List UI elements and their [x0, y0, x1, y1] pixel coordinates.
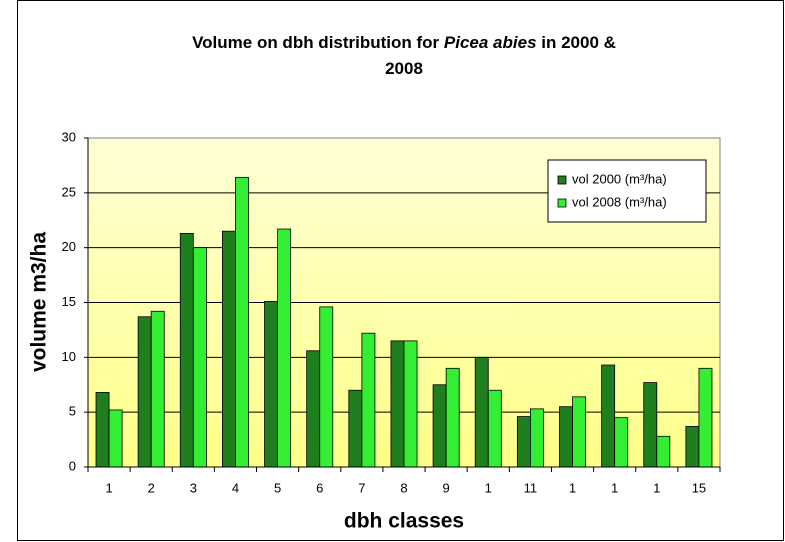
x-tick-label: 3 [190, 480, 197, 495]
x-tick-label: 7 [358, 480, 365, 495]
title-run: Volume on dbh distribution for [192, 33, 444, 52]
bar [277, 228, 292, 468]
bar [403, 340, 418, 468]
bar [432, 384, 447, 468]
x-tick-label: 15 [692, 480, 706, 495]
title-run: in 2000 & [537, 33, 616, 52]
bar [656, 435, 671, 468]
bar [150, 310, 165, 468]
bar [264, 301, 278, 468]
x-tick-label: 5 [274, 480, 281, 495]
x-axis-label: dbh classes [344, 510, 464, 533]
bar [222, 230, 236, 468]
y-tick-label: 10 [62, 349, 76, 364]
bar [235, 177, 249, 468]
bar [601, 364, 616, 468]
bar [572, 396, 586, 468]
legend-swatch [557, 175, 567, 185]
bar [390, 340, 405, 468]
title-run: 2008 [385, 59, 423, 78]
legend-swatch [557, 198, 567, 208]
x-tick-label: 1 [569, 480, 576, 495]
x-tick-label: 8 [400, 480, 407, 495]
bar [474, 356, 489, 468]
y-tick-label: 15 [62, 294, 76, 309]
x-tick-label: 1 [653, 480, 660, 495]
x-tick-label: 9 [443, 480, 450, 495]
bar [108, 409, 123, 468]
y-axis-label: volume m3/ha [28, 232, 51, 372]
bar [361, 332, 376, 468]
title-run: Picea abies [444, 33, 537, 52]
bar [137, 316, 152, 468]
x-tick-label: 1 [485, 480, 492, 495]
bar [179, 233, 194, 468]
legend-label: vol 2000 (m³/ha) [572, 171, 667, 186]
x-tick-label: 1 [105, 480, 112, 495]
bar [319, 306, 334, 468]
bar [445, 367, 460, 468]
legend [547, 159, 707, 223]
bar [516, 416, 531, 468]
bar [643, 382, 658, 468]
bar [530, 408, 544, 468]
bar [95, 392, 110, 468]
bar [614, 417, 629, 468]
bar [487, 389, 502, 468]
bar [192, 247, 207, 468]
x-tick-label: 4 [232, 480, 239, 495]
chart-title: Volume on dbh distribution for Picea abi… [192, 33, 616, 52]
bar [685, 426, 700, 468]
y-tick-label: 0 [69, 458, 76, 473]
x-tick-label: 11 [524, 480, 538, 495]
x-tick-label: 2 [148, 480, 155, 495]
y-tick-label: 25 [62, 184, 76, 199]
y-tick-label: 5 [69, 404, 76, 419]
bar [306, 350, 321, 468]
x-tick-label: 1 [611, 480, 618, 495]
legend-label: vol 2008 (m³/ha) [572, 194, 667, 209]
bar [348, 389, 363, 468]
bar [559, 406, 573, 468]
y-tick-label: 30 [62, 129, 76, 144]
x-tick-label: 6 [316, 480, 323, 495]
chart-title: 2008 [385, 59, 423, 78]
bar [698, 367, 713, 468]
y-tick-label: 20 [62, 239, 76, 254]
